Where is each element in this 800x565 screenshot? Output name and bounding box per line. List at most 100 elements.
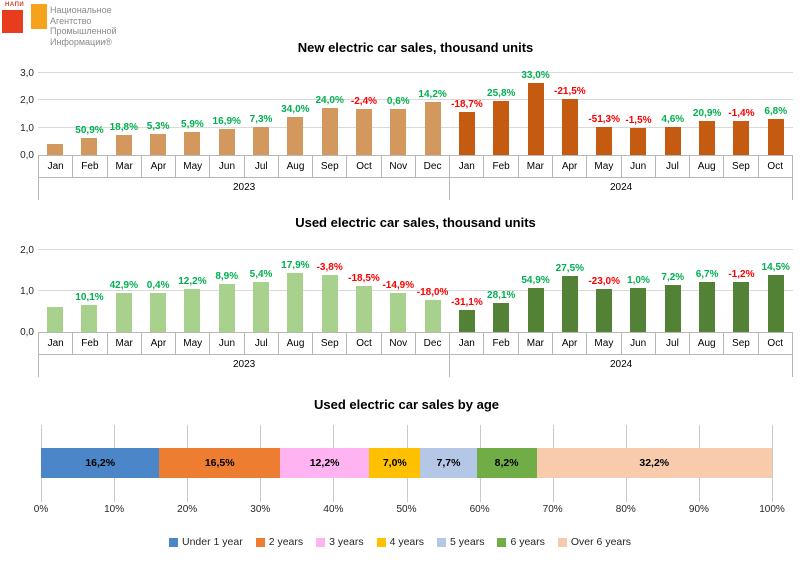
bar	[184, 132, 201, 155]
x-axis-label: 40%	[323, 504, 344, 515]
bar	[561, 276, 578, 332]
bar	[47, 144, 64, 155]
bar-value-label: -3,8%	[316, 262, 343, 273]
bar	[596, 127, 613, 155]
month-label: Apr	[553, 156, 588, 177]
bar-slot: -14,9%	[381, 240, 415, 332]
bar	[321, 275, 338, 332]
bar-slot: 5,4%	[244, 240, 278, 332]
bar-slot: 25,8%	[484, 60, 518, 155]
stacked-segment: 16,2%	[41, 448, 160, 478]
month-label: Apr	[553, 333, 588, 354]
bar	[81, 305, 98, 332]
used-car-sales-year-axis: 2023 2024	[38, 355, 793, 377]
logo-text-line: Агентство	[50, 15, 92, 26]
legend-label: 6 years	[510, 536, 545, 548]
legend-swatch	[437, 537, 447, 547]
bar-value-label: 5,4%	[249, 269, 273, 280]
bar-slot: -2,4%	[347, 60, 381, 155]
bar-slot: 33,0%	[518, 60, 552, 155]
bar-slot: 4,6%	[656, 60, 690, 155]
x-axis-label: 60%	[469, 504, 490, 515]
gridline	[38, 99, 793, 100]
legend-item: 4 years	[376, 536, 424, 548]
year-label: 2024	[609, 359, 633, 370]
bar-value-label: 33,0%	[521, 70, 550, 81]
bar	[424, 300, 441, 332]
month-label: Dec	[416, 156, 451, 177]
bar	[733, 282, 750, 332]
legend-label: 3 years	[329, 536, 364, 548]
used-car-sales-month-axis: Jan Feb Mar Apr May Jun Jul Aug Sep Oct Nov Dec Jan F…	[38, 332, 793, 355]
logo-text: Национальное Агентство Промышленной Инфо…	[50, 5, 117, 47]
month-label: Mar	[519, 333, 553, 354]
x-axis-label: 70%	[542, 504, 563, 515]
month-label: Jan	[39, 333, 74, 354]
bar-slot: 54,9%	[518, 240, 552, 332]
month-label: May	[176, 333, 211, 354]
month-label: Oct	[759, 333, 793, 354]
bar	[596, 289, 613, 332]
bar	[699, 121, 716, 155]
bar-value-label: 12,2%	[178, 276, 207, 287]
bar-slot: 1,0%	[621, 240, 655, 332]
month-label: Feb	[73, 333, 108, 354]
stacked-segment: 8,2%	[476, 448, 537, 478]
bar-slot: 5,3%	[141, 60, 175, 155]
bar	[81, 138, 98, 155]
bar	[287, 117, 304, 155]
month-label: Apr	[142, 156, 177, 177]
bar-slot: 20,9%	[690, 60, 724, 155]
legend-item: Over 6 years	[557, 536, 631, 548]
logo-text-line: Промышленной	[50, 26, 117, 36]
x-axis-label: 50%	[396, 504, 417, 515]
bar	[561, 99, 578, 155]
month-label: Feb	[484, 333, 519, 354]
bars-row: 50,9% 18,8% 5,3% 5,9% 16,9% 7,3% 34,0% 24,0% -2,…	[38, 60, 793, 155]
month-label: Jul	[656, 333, 691, 354]
legend-swatch	[376, 537, 386, 547]
month-label: Jul	[656, 156, 691, 177]
y-axis-label: 0,0	[20, 150, 34, 161]
legend-swatch	[497, 537, 507, 547]
bar-slot: 42,9%	[107, 240, 141, 332]
month-label: Mar	[108, 333, 142, 354]
legend-item: 2 years	[255, 536, 303, 548]
bar-slot: 6,7%	[690, 240, 724, 332]
bar-slot: 5,9%	[175, 60, 209, 155]
bar-value-label: -18,5%	[348, 273, 380, 284]
month-label: Mar	[108, 156, 142, 177]
legend-label: 5 years	[450, 536, 485, 548]
x-axis-label: 0%	[33, 504, 49, 515]
bar	[115, 293, 132, 332]
bar-value-label: -1,2%	[728, 269, 755, 280]
bar-slot: 10,1%	[72, 240, 106, 332]
month-label: Nov	[382, 333, 416, 354]
bar-slot: -31,1%	[450, 240, 484, 332]
bar-slot: -21,5%	[553, 60, 587, 155]
bar-slot: 24,0%	[313, 60, 347, 155]
bar-value-label: 0,6%	[386, 96, 410, 107]
bar-value-label: -18,0%	[416, 287, 449, 298]
bar	[390, 293, 407, 332]
month-label: May	[587, 156, 622, 177]
x-axis-label: 100%	[759, 504, 785, 515]
bar-value-label: -14,9%	[382, 280, 415, 291]
bar	[630, 288, 647, 332]
month-label: Jan	[39, 156, 74, 177]
bar-value-label: 5,3%	[146, 121, 170, 132]
new-car-sales-year-axis: 2023 2024	[38, 178, 793, 200]
bar-slot: 14,5%	[759, 240, 793, 332]
bar-slot: 0,6%	[381, 60, 415, 155]
logo-orange-square	[31, 4, 47, 29]
bar-value-label: -31,1%	[451, 297, 483, 308]
bar-slot: 27,5%	[553, 240, 587, 332]
bar-slot: 50,9%	[72, 60, 106, 155]
bar-value-label: -23,0%	[588, 276, 620, 287]
bar-value-label: 14,2%	[418, 89, 447, 100]
month-label: Sep	[313, 333, 348, 354]
month-label: Feb	[73, 156, 108, 177]
stacked-segment: 7,7%	[420, 448, 477, 478]
bar-slot: -18,5%	[347, 240, 381, 332]
bar-value-label: 6,8%	[764, 106, 788, 117]
